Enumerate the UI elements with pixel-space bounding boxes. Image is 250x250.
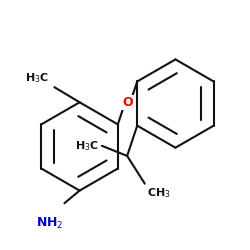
Text: H$_3$C: H$_3$C [25,71,49,85]
Text: O: O [122,96,133,110]
Text: NH$_2$: NH$_2$ [36,216,63,231]
Text: CH$_3$: CH$_3$ [147,186,171,200]
Text: H$_3$C: H$_3$C [75,139,100,153]
